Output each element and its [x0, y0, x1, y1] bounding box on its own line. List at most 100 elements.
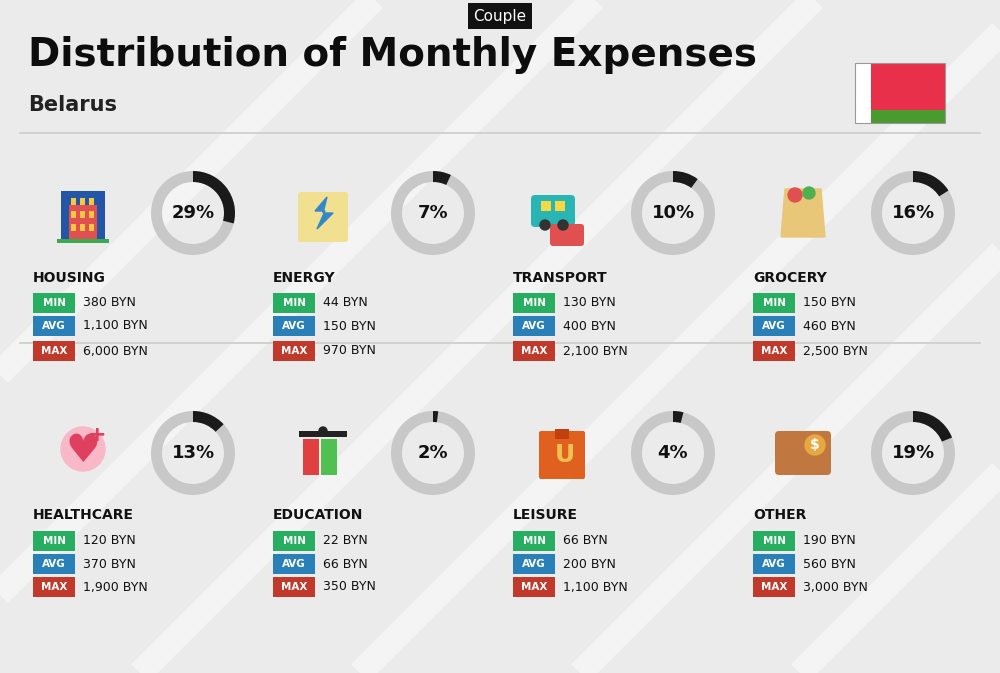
Bar [513, 554, 555, 574]
Text: MIN: MIN [522, 298, 546, 308]
Text: AVG: AVG [42, 559, 66, 569]
Circle shape [558, 220, 568, 230]
Wedge shape [433, 171, 451, 185]
Bar [513, 341, 555, 361]
Bar [89, 211, 94, 218]
Text: 970 BYN: 970 BYN [323, 345, 376, 357]
Text: 66 BYN: 66 BYN [563, 534, 608, 548]
Text: 13%: 13% [171, 444, 215, 462]
Text: MIN: MIN [763, 298, 786, 308]
Bar [555, 429, 569, 439]
Text: 560 BYN: 560 BYN [803, 557, 856, 571]
Wedge shape [673, 171, 698, 188]
Bar [273, 554, 315, 574]
Bar [513, 316, 555, 336]
Text: 44 BYN: 44 BYN [323, 297, 368, 310]
Text: MAX: MAX [521, 582, 547, 592]
Text: LEISURE: LEISURE [513, 508, 578, 522]
Text: 1,100 BYN: 1,100 BYN [563, 581, 628, 594]
Bar [753, 293, 795, 313]
Bar [71, 198, 76, 205]
Text: MAX: MAX [41, 582, 67, 592]
FancyBboxPatch shape [775, 431, 831, 475]
Wedge shape [631, 411, 715, 495]
Bar [57, 239, 109, 243]
Text: TRANSPORT: TRANSPORT [513, 271, 608, 285]
Wedge shape [433, 411, 438, 422]
Text: MIN: MIN [283, 536, 306, 546]
Text: 2%: 2% [418, 444, 448, 462]
FancyBboxPatch shape [298, 192, 348, 242]
Bar [753, 531, 795, 551]
Text: AVG: AVG [522, 321, 546, 331]
Text: 150 BYN: 150 BYN [803, 297, 856, 310]
Text: MAX: MAX [521, 346, 547, 356]
Bar [33, 316, 75, 336]
Bar [753, 554, 795, 574]
Text: 3,000 BYN: 3,000 BYN [803, 581, 868, 594]
Text: 19%: 19% [891, 444, 935, 462]
Circle shape [803, 187, 815, 199]
Text: 16%: 16% [891, 204, 935, 222]
FancyBboxPatch shape [539, 431, 585, 479]
Text: 400 BYN: 400 BYN [563, 320, 616, 332]
Text: U: U [555, 443, 575, 467]
Bar [871, 63, 945, 110]
Polygon shape [315, 197, 333, 229]
Bar [273, 531, 315, 551]
Text: 1,100 BYN: 1,100 BYN [83, 320, 148, 332]
Wedge shape [631, 171, 715, 255]
Bar [80, 198, 85, 205]
Wedge shape [673, 411, 683, 423]
Wedge shape [871, 171, 955, 255]
Bar [855, 63, 945, 123]
Text: AVG: AVG [42, 321, 66, 331]
Text: 2,500 BYN: 2,500 BYN [803, 345, 868, 357]
Text: 130 BYN: 130 BYN [563, 297, 616, 310]
Wedge shape [151, 411, 235, 495]
Polygon shape [781, 189, 825, 237]
Text: Distribution of Monthly Expenses: Distribution of Monthly Expenses [28, 36, 757, 74]
Wedge shape [913, 171, 948, 197]
FancyBboxPatch shape [550, 224, 584, 246]
Bar [513, 293, 555, 313]
Text: MIN: MIN [42, 536, 66, 546]
Wedge shape [391, 411, 475, 495]
Bar [541, 201, 551, 211]
Wedge shape [871, 411, 955, 495]
Circle shape [805, 435, 825, 455]
Circle shape [319, 427, 327, 435]
Bar [321, 439, 337, 475]
Bar [513, 577, 555, 597]
Bar [33, 293, 75, 313]
Bar [273, 293, 315, 313]
FancyBboxPatch shape [531, 195, 575, 227]
Text: ♥: ♥ [66, 432, 100, 470]
Text: AVG: AVG [762, 559, 786, 569]
Bar [89, 198, 94, 205]
Bar [753, 577, 795, 597]
Bar [71, 224, 76, 231]
Text: MAX: MAX [281, 582, 307, 592]
Text: 150 BYN: 150 BYN [323, 320, 376, 332]
Text: 350 BYN: 350 BYN [323, 581, 376, 594]
Text: 2,100 BYN: 2,100 BYN [563, 345, 628, 357]
Text: MAX: MAX [41, 346, 67, 356]
Text: HOUSING: HOUSING [33, 271, 106, 285]
Text: Couple: Couple [473, 9, 527, 24]
Wedge shape [193, 411, 224, 432]
Text: 460 BYN: 460 BYN [803, 320, 856, 332]
Wedge shape [193, 171, 235, 223]
Text: 7%: 7% [418, 204, 448, 222]
Wedge shape [391, 171, 475, 255]
Text: +: + [88, 425, 106, 445]
Bar [871, 110, 945, 123]
Bar [33, 341, 75, 361]
Text: MAX: MAX [281, 346, 307, 356]
Text: MIN: MIN [522, 536, 546, 546]
Text: ENERGY: ENERGY [273, 271, 336, 285]
Text: 6,000 BYN: 6,000 BYN [83, 345, 148, 357]
Bar [273, 316, 315, 336]
Circle shape [61, 427, 105, 471]
Bar [753, 341, 795, 361]
